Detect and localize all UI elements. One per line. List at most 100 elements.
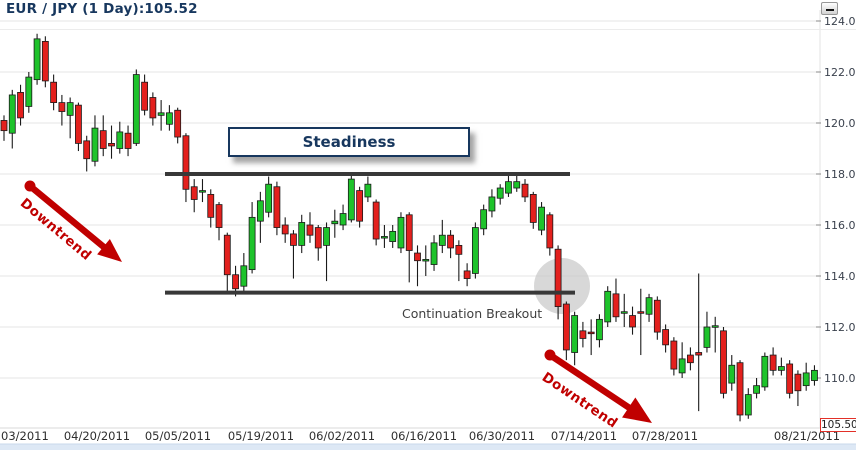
candle-down	[794, 373, 802, 392]
candle-down	[149, 97, 157, 119]
candle-up	[480, 209, 488, 230]
candle-down	[562, 303, 570, 351]
candle-down	[414, 252, 421, 262]
candle-down	[786, 363, 794, 394]
candle-down	[141, 81, 148, 111]
candle-up	[811, 369, 818, 381]
candle-down	[687, 354, 694, 364]
candle-down	[182, 135, 190, 190]
candle-up	[571, 315, 579, 353]
candle-up	[678, 358, 686, 374]
candle-up	[265, 183, 273, 213]
candle-down	[281, 224, 289, 235]
candle-down	[736, 362, 744, 416]
steadiness-annotation-box: Steadiness	[228, 127, 470, 157]
candle-up	[703, 326, 711, 348]
candle-down	[174, 109, 182, 138]
candle-up	[248, 216, 256, 271]
candle-down	[720, 330, 727, 394]
candle-up	[8, 94, 16, 134]
candle-up	[298, 222, 306, 246]
downtrend-arrow-right	[546, 351, 632, 411]
candle-up	[199, 190, 206, 193]
candle-up	[25, 76, 33, 107]
candle-up	[538, 206, 545, 231]
candle-down	[521, 183, 529, 198]
candle-down	[662, 329, 669, 346]
candle-up	[728, 364, 736, 384]
candle-up	[91, 127, 99, 162]
candle-up	[802, 372, 810, 387]
downtrend-arrow-right-head	[622, 397, 652, 423]
candle-down	[215, 204, 223, 228]
candle-up	[347, 178, 355, 221]
candle-down	[546, 214, 554, 249]
candle-down	[41, 41, 49, 82]
candle-down	[207, 193, 215, 218]
y-axis-label: 114.00	[824, 270, 856, 283]
candle-up	[645, 297, 653, 315]
candle-down	[223, 234, 231, 276]
candle-down	[455, 244, 463, 255]
continuation-breakout-label: Continuation Breakout	[402, 306, 543, 321]
x-axis-label: 04/20/2011	[64, 429, 130, 443]
candle-up	[438, 234, 446, 246]
x-axis-label: 05/19/2011	[228, 429, 294, 443]
candle-down	[579, 330, 587, 339]
current-price-badge: 105.50	[820, 418, 856, 432]
downtrend-arrow-right-start-dot	[544, 349, 556, 361]
candle-up	[496, 187, 504, 199]
candle-up	[364, 183, 372, 198]
candle-down	[99, 130, 107, 149]
candle-down	[637, 311, 645, 314]
candle-down	[554, 248, 562, 308]
x-axis-label: 03/2011	[1, 429, 49, 443]
candle-down	[75, 104, 82, 144]
candle-down	[190, 186, 198, 200]
candle-down	[314, 227, 322, 249]
candle-up	[744, 394, 752, 416]
header-divider	[0, 29, 856, 30]
minimize-glyph	[825, 8, 834, 11]
x-axis-label: 06/30/2011	[469, 429, 535, 443]
candle-up	[604, 290, 612, 323]
candle-up	[711, 325, 719, 328]
candle-up	[331, 220, 339, 225]
candle-up	[488, 196, 496, 212]
candle-down	[50, 81, 58, 103]
candle-up	[422, 259, 430, 262]
candle-up	[430, 242, 438, 265]
candle-up	[256, 200, 264, 222]
candle-up	[471, 227, 479, 274]
candle-down	[372, 201, 380, 240]
candle-up	[116, 131, 124, 149]
candle-up	[157, 112, 165, 116]
candle-up	[381, 236, 388, 239]
x-axis-label: 07/28/2011	[632, 429, 698, 443]
candle-down	[273, 186, 281, 228]
x-axis-label: 07/14/2011	[551, 429, 617, 443]
y-axis-label: 116.00	[824, 219, 856, 232]
candle-down	[463, 270, 471, 279]
candle-up	[620, 311, 628, 314]
downtrend-arrow-left	[26, 182, 107, 250]
candle-down	[0, 120, 8, 132]
candle-up	[513, 181, 521, 189]
candle-up	[761, 355, 769, 388]
candle-down	[629, 315, 636, 328]
candle-down	[653, 299, 661, 333]
minimize-icon[interactable]	[821, 2, 838, 15]
candle-down	[612, 293, 620, 318]
candle-up	[596, 318, 603, 341]
candle-up	[339, 213, 347, 226]
candle-down	[290, 233, 297, 246]
candle-up	[323, 227, 330, 246]
y-axis-label: 110.00	[824, 372, 856, 385]
x-axis-label: 06/16/2011	[391, 429, 457, 443]
downtrend-arrow-left-head	[97, 239, 122, 262]
y-axis-label: 122.00	[824, 66, 856, 79]
y-axis-label: 118.00	[824, 168, 856, 181]
candle-down	[58, 102, 66, 112]
